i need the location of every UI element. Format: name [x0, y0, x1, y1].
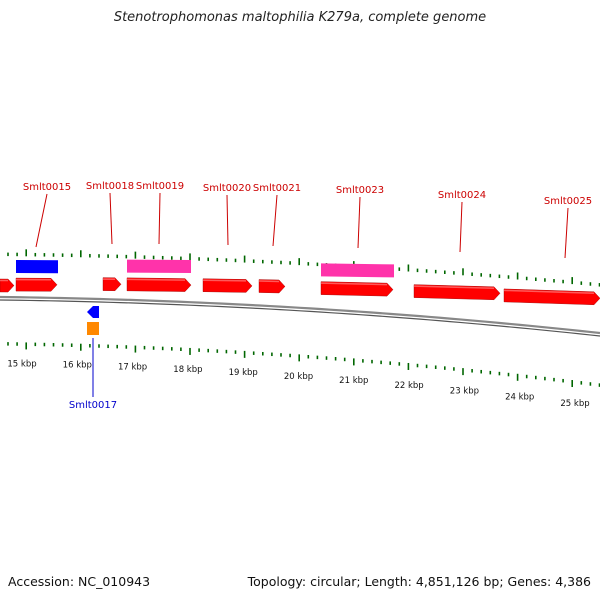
cds-forward-shine — [126, 278, 186, 281]
cds-forward — [320, 281, 394, 297]
cds-forward — [202, 278, 253, 293]
cds-reverse-small — [87, 306, 99, 318]
scale-label: 20 kbp — [284, 372, 313, 382]
gene-label-smlt0018: Smlt0018 — [86, 181, 134, 192]
callout-line — [357, 196, 361, 249]
backbone-line-outer — [0, 295, 600, 335]
scale-label: 16 kbp — [63, 361, 92, 371]
rna-forward — [127, 259, 191, 274]
scale-label: 24 kbp — [505, 392, 534, 402]
inner-tick-marks — [7, 342, 600, 388]
gene-label-smlt0017: Smlt0017 — [69, 400, 117, 411]
cds-forward — [413, 284, 501, 301]
cds-forward — [0, 278, 15, 293]
callout-line — [564, 207, 569, 259]
genome-backbone — [0, 295, 600, 337]
scale-label: 25 kbp — [560, 399, 589, 409]
scale-label: 23 kbp — [450, 386, 479, 396]
cds-forward — [503, 288, 600, 306]
gene-label-smlt0024: Smlt0024 — [438, 190, 486, 201]
accession-text: Accession: NC_010943 — [8, 574, 151, 589]
scale-label: 21 kbp — [339, 376, 368, 386]
gene-label-smlt0015: Smlt0015 — [23, 182, 71, 193]
cds-forward — [258, 279, 286, 294]
gene-callouts: Smlt0015 Smlt0018 Smlt0019 Smlt0020 Smlt0021… — [23, 181, 592, 411]
scale-label: 15 kbp — [7, 359, 36, 369]
scale-label: 17 kbp — [118, 363, 147, 373]
gene-label-smlt0025: Smlt0025 — [544, 196, 592, 207]
gene-label-smlt0023: Smlt0023 — [336, 185, 384, 196]
map-title: Stenotrophomonas maltophilia K279a, comp… — [113, 10, 487, 25]
callout-line — [158, 192, 161, 245]
gene-features — [0, 259, 600, 335]
callout-line — [35, 193, 48, 248]
rna-forward — [321, 263, 394, 278]
cds-forward — [102, 277, 122, 291]
cds-forward-shine — [413, 285, 495, 290]
cds-forward-shine — [320, 282, 388, 286]
cds-reverse-upper — [16, 260, 58, 274]
callout-line — [109, 192, 113, 245]
backbone-line-inner — [0, 299, 600, 337]
callout-line — [226, 194, 229, 246]
gene-label-smlt0019: Smlt0019 — [136, 181, 184, 192]
cds-forward — [15, 277, 58, 292]
scale-label: 22 kbp — [394, 381, 423, 391]
callout-line — [459, 201, 463, 253]
callout-line — [272, 194, 278, 247]
cds-forward-shine — [503, 289, 595, 295]
gene-label-smlt0020: Smlt0020 — [203, 183, 251, 194]
cds-forward — [126, 277, 192, 292]
genome-summary-text: Topology: circular; Length: 4,851,126 bp… — [247, 574, 591, 589]
scale-label: 18 kbp — [173, 365, 202, 375]
scale-labels: 15 kbp 16 kbp 17 kbp 18 kbp 19 kbp 20 kbp 21 k… — [7, 359, 589, 409]
outer-tick-marks — [7, 249, 600, 287]
gene-label-smlt0021: Smlt0021 — [253, 183, 301, 194]
scale-label: 19 kbp — [229, 368, 258, 378]
feature-reverse-small — [87, 322, 99, 335]
cds-forward-shine — [202, 279, 247, 282]
